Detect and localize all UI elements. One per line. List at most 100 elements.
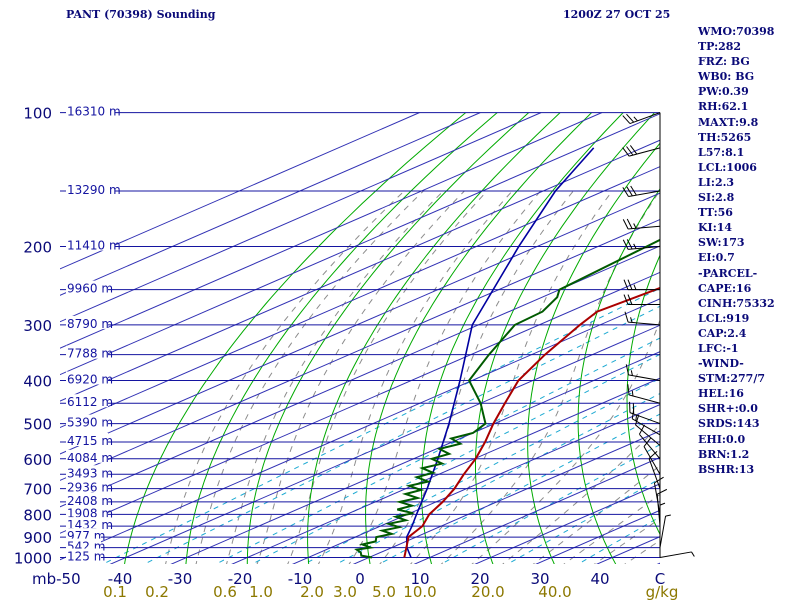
height-label-bg: [66, 492, 108, 506]
wind-barb-flag: [633, 243, 637, 249]
wind-barb-staff: [628, 246, 661, 250]
wind-barb-flag: [631, 408, 635, 419]
temperature-tick-label: 40: [590, 570, 609, 588]
temperature-trace: [403, 286, 660, 558]
height-label: 5390 m: [67, 416, 113, 430]
mixing-ratio-tick-label: 40.0: [538, 583, 571, 600]
wind-barb: [625, 364, 661, 381]
height-label: 1908 m: [67, 506, 113, 520]
dry-adiabat-line: [307, 112, 561, 564]
isotherms: [60, 112, 660, 564]
wind-barb-flag: [630, 185, 637, 196]
temperature-tick-label: 30: [530, 570, 549, 588]
wind-barb-flag: [691, 551, 695, 557]
mixing-ratio-line: [251, 353, 660, 564]
pressure-tick-label: 1000: [14, 550, 52, 568]
height-label-bg: [66, 394, 108, 408]
mixing-ratio-tick-label: 5.0: [372, 583, 396, 600]
height-label-bg: [66, 528, 101, 542]
wind-barb-flag: [626, 113, 635, 123]
mixing-ratio-tick-label: 3.0: [333, 583, 357, 600]
wind-barb-flag: [629, 145, 638, 155]
wind-barb: [622, 145, 661, 157]
isotherm-line: [109, 324, 660, 564]
index-item: SRDS:143: [698, 417, 760, 431]
isotherm-line: [60, 112, 542, 323]
height-label-bg: [66, 345, 108, 359]
wind-barb-flag: [665, 514, 671, 517]
index-item: CINH:75332: [698, 296, 775, 310]
dry-adiabat-line: [124, 112, 467, 564]
index-item: FRZ: BG: [698, 55, 750, 69]
height-label-bg: [66, 237, 115, 251]
wind-barb-staff: [628, 225, 661, 230]
sounding-time: 1200Z 27 OCT 25: [563, 8, 671, 21]
wind-barb-staff: [659, 551, 692, 558]
height-label-bg: [66, 548, 101, 562]
mixing-ratio-line: [335, 392, 660, 564]
wind-barb: [622, 112, 661, 125]
wind-barb-flag: [648, 450, 658, 459]
index-item: TH:5265: [698, 130, 752, 144]
isotherm-line: [60, 112, 481, 296]
index-item: KI:14: [698, 221, 733, 235]
height-label-bg: [66, 371, 108, 385]
mixing-ratio-tick-label: 10.0: [403, 583, 436, 600]
wind-barb-staff: [628, 321, 661, 326]
isotherm-line: [413, 456, 660, 564]
station-title: PANT (70398) Sounding: [66, 8, 216, 21]
wind-barb-flag: [623, 294, 629, 305]
wind-barb: [659, 502, 666, 538]
temperature-tick-label: -20: [228, 570, 253, 588]
wind-barb-flag: [656, 488, 668, 495]
temperature-tick-label: 0: [355, 570, 365, 588]
index-item: SI:2.8: [698, 191, 735, 205]
wind-barb-staff: [643, 446, 661, 475]
wind-barb-flag: [635, 414, 640, 426]
index-item: EHI:0.0: [698, 432, 746, 446]
isobars: [60, 112, 660, 558]
mixing-ratio-tick-label: 2.0: [300, 583, 324, 600]
isotherm-line: [474, 483, 660, 564]
index-item: RH:62.1: [698, 100, 749, 114]
wind-barb-flag: [622, 239, 629, 250]
index-item: PW:0.39: [698, 85, 749, 99]
pressure-tick-label: 600: [23, 451, 52, 469]
pressure-tick-label: 200: [23, 239, 52, 257]
index-item: TT:56: [698, 206, 733, 220]
mixing-ratio-line: [143, 305, 660, 564]
wind-barb-flag: [654, 476, 664, 484]
wind-barb-flag: [626, 186, 633, 197]
mixing-ratio-line: [378, 413, 660, 564]
wind-barb-staff: [659, 515, 667, 548]
isotherm-line: [231, 377, 660, 564]
wind-barb-flag: [659, 502, 666, 506]
height-label: 11410 m: [67, 239, 121, 253]
wind-barb-flag: [622, 219, 629, 230]
wind-barb-flag: [638, 424, 645, 435]
wind-barb-flag: [624, 311, 629, 323]
temperature-tick-label: 10: [410, 570, 429, 588]
index-item: LCL:1006: [698, 160, 757, 174]
isotherm-line: [352, 430, 660, 564]
wind-barb-flag: [633, 223, 637, 229]
wind-barb-flag: [622, 115, 631, 124]
mixing-ratio-line: [102, 287, 660, 564]
wind-barb-staff: [639, 433, 661, 460]
height-label: 3493 m: [67, 466, 113, 480]
wind-barb: [659, 514, 671, 548]
wind-barb-staff: [628, 190, 661, 198]
index-item: MAXT:9.8: [698, 115, 759, 129]
temperature-tick-label: -30: [168, 570, 193, 588]
mixing-ratio-tick-label: 0.2: [145, 583, 169, 600]
wind-barb: [627, 384, 661, 404]
wind-barb: [638, 424, 661, 460]
height-label: 9960 m: [67, 282, 113, 296]
index-item: SHR+:0.0: [698, 402, 758, 416]
temperature-tick-label: mb-50: [32, 570, 81, 588]
wind-barb: [622, 239, 661, 250]
index-item: -PARCEL-: [698, 266, 758, 280]
wind-barb-staff: [628, 147, 661, 157]
index-item: EI:0.7: [698, 251, 735, 265]
